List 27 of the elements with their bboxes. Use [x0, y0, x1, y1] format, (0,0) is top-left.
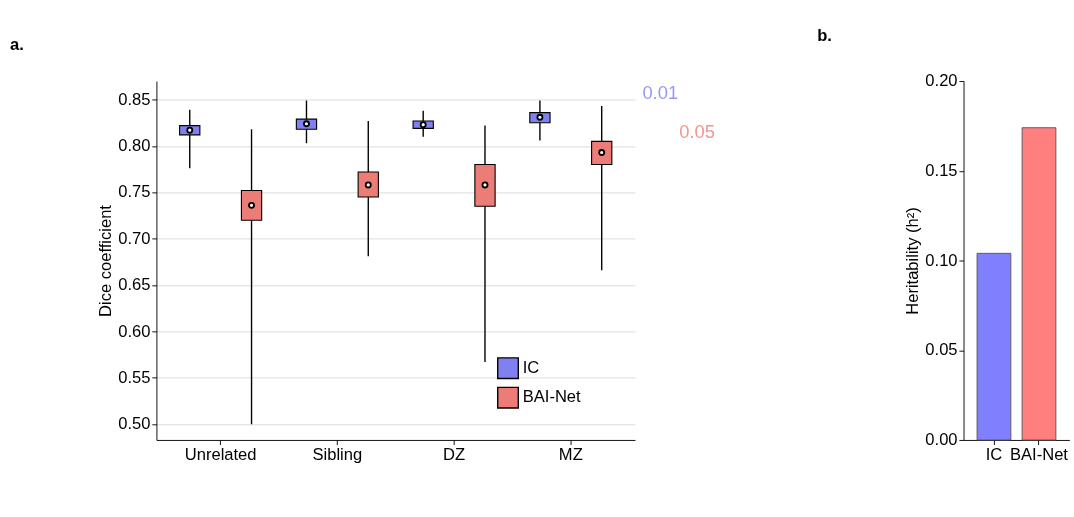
text: a.	[10, 34, 24, 54]
y-tick-label: 0.15	[925, 160, 958, 180]
legend-label: IC	[522, 357, 540, 377]
text: 0.01	[642, 82, 679, 104]
y-tick-label: 0.70	[118, 228, 151, 248]
y-tick-label: 0.75	[118, 182, 151, 202]
y-tick-label: 0.80	[118, 136, 151, 156]
y-tick-label: 0.50	[118, 414, 151, 434]
x-tick-label: Unrelated	[184, 444, 257, 464]
x-tick-label: IC	[985, 444, 1003, 464]
x-tick-label: MZ	[558, 444, 583, 464]
text: b.	[817, 26, 832, 46]
legend-label: BAI-Net	[522, 387, 582, 407]
y-axis-title: Heritability (h²)	[902, 207, 922, 315]
y-tick-label: 0.10	[925, 250, 958, 270]
y-tick-label: 0.00	[925, 430, 958, 450]
text: 0.05	[679, 121, 715, 143]
x-tick-label: Sibling	[312, 444, 363, 464]
y-tick-label: 0.65	[118, 275, 151, 295]
y-tick-label: 0.55	[118, 367, 151, 387]
x-tick-label: DZ	[443, 444, 466, 464]
y-tick-label: 0.05	[925, 340, 958, 360]
y-tick-label: 0.20	[925, 71, 958, 91]
x-tick-label: BAI-Net	[1010, 444, 1069, 464]
y-tick-label: 0.85	[118, 89, 151, 109]
y-axis-title: Dice coefficient	[95, 204, 115, 317]
y-tick-label: 0.60	[118, 321, 151, 341]
